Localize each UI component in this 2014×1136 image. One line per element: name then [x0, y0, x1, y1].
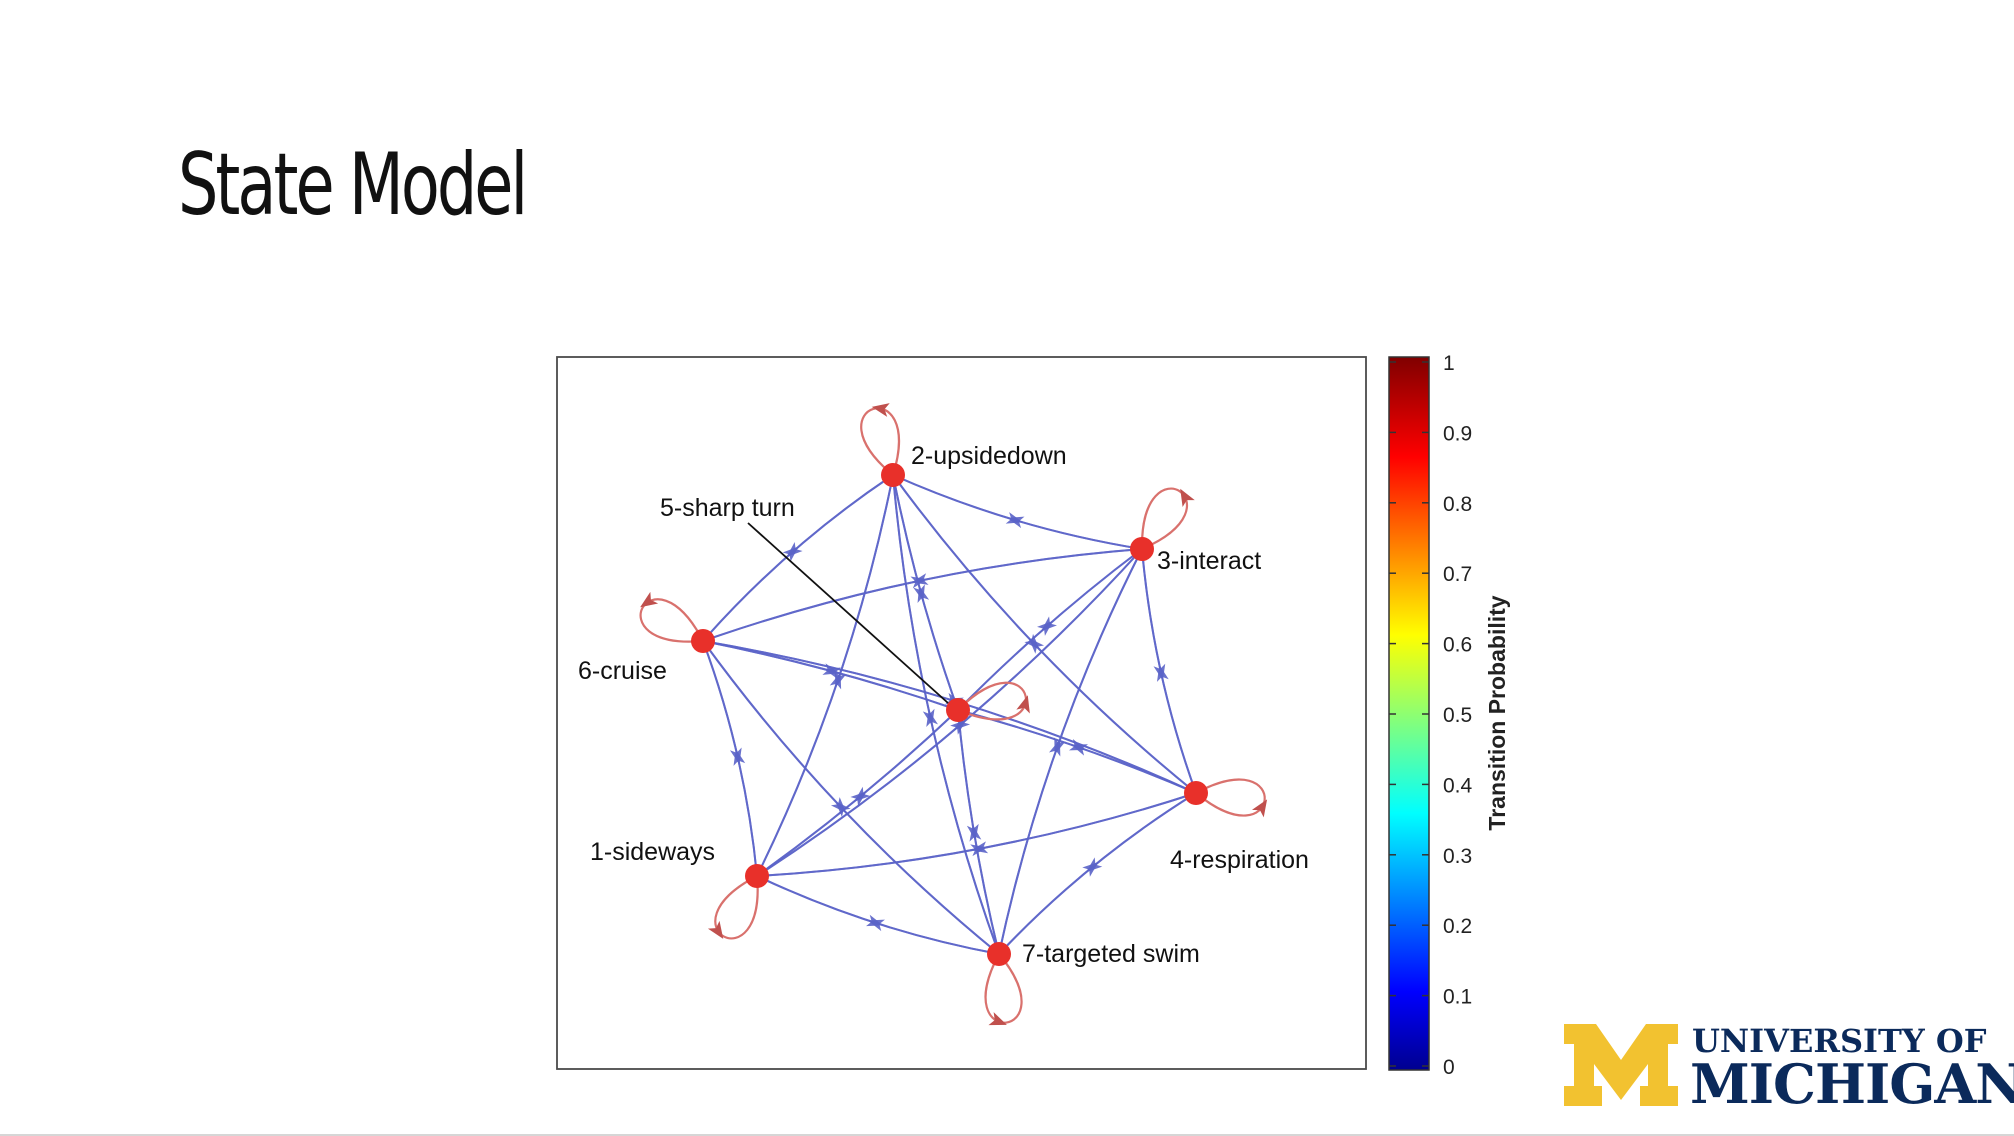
- edge-4-to-7: [998, 792, 1197, 955]
- logo-line2: MICHIGAN: [1690, 1052, 2014, 1116]
- colorbar-tick-label-0.1: 0.1: [1443, 986, 1472, 1009]
- colorbar-tick-label-0.3: 0.3: [1443, 845, 1472, 868]
- self-loop-arrow-1: [707, 920, 724, 939]
- node-7: [987, 942, 1011, 966]
- colorbar-tick-label-0: 0: [1443, 1056, 1455, 1079]
- self-loop-7: [984, 953, 1023, 1024]
- logo-line1: UNIVERSITY OF: [1692, 1022, 1987, 1060]
- edge-arrow-5-to-2: [917, 585, 930, 604]
- edge-arrow-5-to-1: [854, 786, 871, 802]
- node-label-5: 5-sharp turn: [660, 494, 795, 522]
- edge-2-to-1: [756, 474, 894, 877]
- node-2: [881, 463, 905, 487]
- edge-5-to-4: [957, 709, 1197, 794]
- edge-arrow-5-to-3: [1037, 620, 1054, 636]
- node-4: [1184, 781, 1208, 805]
- self-loop-5: [957, 681, 1028, 721]
- edge-2-to-5: [892, 474, 959, 711]
- edge-3-to-2: [892, 474, 1143, 550]
- node-5-leader-line: [747, 522, 949, 704]
- self-loop-arrow-3: [1180, 488, 1195, 508]
- edge-4-to-2: [892, 474, 1197, 794]
- self-loop-arrow-4: [1251, 799, 1268, 818]
- edge-5-to-3: [957, 548, 1143, 711]
- edge-3-to-5: [957, 548, 1143, 711]
- edge-arrow-6-to-3: [910, 576, 928, 589]
- bottom-divider: [0, 1134, 2014, 1136]
- edge-5-to-7: [957, 709, 1000, 955]
- block-m-icon: [1564, 1024, 1678, 1106]
- plot-frame: [556, 356, 1367, 1070]
- edge-arrow-7-to-2: [926, 710, 938, 728]
- edge-2-to-4: [892, 474, 1197, 794]
- node-label-3: 3-interact: [1157, 547, 1261, 575]
- university-logo: UNIVERSITY OF MICHIGAN: [1562, 1022, 2014, 1116]
- edge-7-to-3: [998, 548, 1143, 955]
- edge-4-to-5: [957, 709, 1197, 794]
- self-loop-arrow-7: [988, 1012, 1007, 1026]
- node-label-7: 7-targeted swim: [1022, 940, 1200, 968]
- colorbar-tick-label-0.7: 0.7: [1443, 563, 1472, 586]
- self-loop-3: [1140, 487, 1189, 551]
- node-label-1: 1-sideways: [590, 838, 715, 866]
- colorbar-label: Transition Probability: [1484, 595, 1510, 830]
- edge-arrow-4-to-1: [971, 841, 989, 854]
- colorbar-tick-label-0.8: 0.8: [1443, 493, 1472, 516]
- node-3: [1130, 537, 1154, 561]
- edge-2-to-3: [892, 474, 1143, 550]
- node-label-2: 2-upsidedown: [911, 442, 1067, 470]
- colorbar-tick-label-0.2: 0.2: [1443, 915, 1472, 938]
- node-label-4: 4-respiration: [1170, 846, 1309, 874]
- edge-1-to-7: [756, 875, 1000, 955]
- colorbar-tick-label-0.6: 0.6: [1443, 634, 1472, 657]
- edge-3-to-4: [1141, 548, 1197, 794]
- colorbar-tick-label-0.4: 0.4: [1443, 774, 1473, 797]
- slide-title: State Model: [178, 135, 528, 235]
- self-loop-6: [639, 598, 704, 643]
- edge-7-to-1: [756, 875, 1000, 955]
- edge-arrow-6-to-2: [782, 546, 799, 562]
- edge-6-to-7: [702, 640, 1000, 955]
- self-loop-arrow-2: [871, 403, 890, 417]
- node-1: [745, 864, 769, 888]
- edge-arrow-3-to-2: [1007, 516, 1025, 529]
- self-loop-1: [714, 875, 759, 940]
- edge-arrow-5-to-4: [1068, 739, 1087, 751]
- node-label-6: 6-cruise: [578, 657, 667, 685]
- edge-7-to-4: [998, 792, 1197, 955]
- edge-arrow-6-to-1: [729, 747, 742, 765]
- edge-5-to-2: [892, 474, 959, 711]
- node-6: [691, 629, 715, 653]
- edge-3-to-7: [998, 548, 1143, 955]
- edge-arrow-6-to-5: [822, 663, 840, 675]
- colorbar-tick-label-0.5: 0.5: [1443, 704, 1472, 727]
- self-loop-arrow-6: [640, 591, 659, 608]
- colorbar-tick-label-0.9: 0.9: [1443, 422, 1472, 445]
- edge-arrow-7-to-3: [1048, 739, 1061, 757]
- edge-arrow-4-to-2: [1028, 638, 1045, 654]
- edge-arrow-7-to-6: [835, 801, 851, 818]
- edge-arrow-7-to-5: [969, 824, 982, 842]
- node-5: [946, 698, 970, 722]
- self-loop-4: [1195, 778, 1266, 817]
- self-loop-arrow-5: [1016, 695, 1030, 714]
- edge-4-to-3: [1141, 548, 1197, 794]
- edge-5-to-1: [756, 709, 959, 877]
- colorbar-tick-label-1: 1: [1443, 352, 1455, 375]
- edge-arrow-7-to-1: [867, 919, 885, 932]
- edge-1-to-5: [756, 709, 959, 877]
- self-loop-2: [860, 407, 900, 476]
- edge-7-to-6: [702, 640, 1000, 955]
- edge-7-to-5: [957, 709, 1000, 955]
- edge-arrow-2-to-1: [834, 670, 847, 688]
- edge-arrow-4-to-3: [1156, 664, 1169, 682]
- edge-arrow-3-to-1: [953, 715, 971, 731]
- edge-1-to-2: [756, 474, 894, 877]
- edge-arrow-7-to-4: [1082, 862, 1099, 877]
